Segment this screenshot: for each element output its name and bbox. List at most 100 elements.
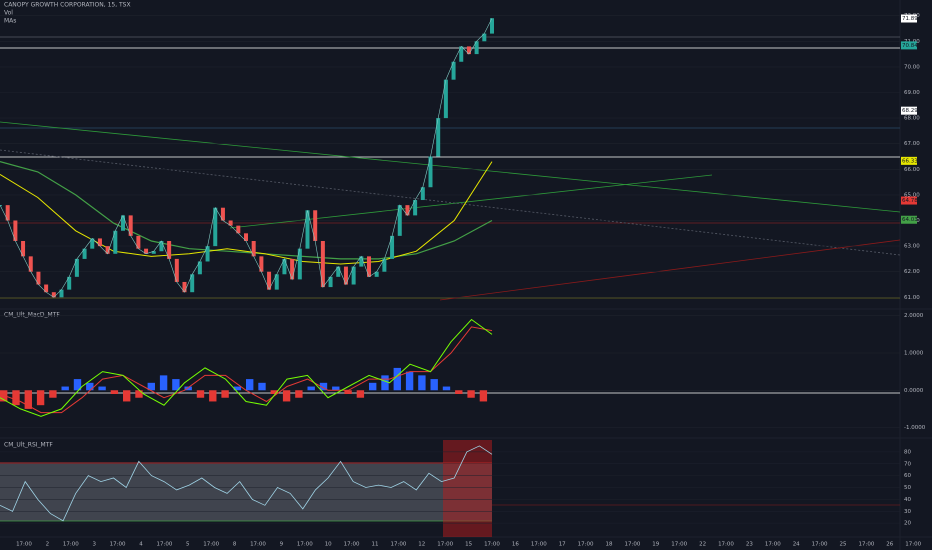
macd-bar — [258, 382, 266, 391]
rsi-title: CM_Ult_RSI_MTF — [4, 442, 53, 449]
candle — [443, 79, 448, 119]
series-line — [0, 161, 493, 260]
candle — [67, 276, 72, 290]
candle — [97, 238, 102, 247]
candle — [428, 156, 433, 188]
candle — [482, 33, 487, 42]
candle — [451, 61, 456, 80]
macd-bar — [209, 390, 217, 402]
y-tick-label: 67.00 — [904, 141, 920, 147]
time-label: 26 — [886, 542, 893, 548]
symbol-title: CANOPY GROWTH CORPORATION, 15, TSX — [4, 2, 131, 9]
candle — [297, 248, 302, 280]
candle — [282, 258, 287, 275]
series-line — [0, 161, 493, 265]
candle — [44, 284, 49, 293]
macd-bar — [196, 390, 205, 398]
y-tick-label: 40 — [904, 497, 911, 503]
time-label: 17:00 — [156, 542, 172, 548]
macd-bar — [86, 382, 94, 391]
time-label: 18 — [606, 542, 613, 548]
candle — [197, 261, 202, 275]
price-tag — [901, 14, 917, 23]
time-label: 23 — [746, 542, 753, 548]
price-tag-label: 64.03 — [902, 217, 918, 223]
time-label: 17:00 — [718, 542, 734, 548]
candle — [405, 205, 410, 216]
time-label: 12 — [418, 542, 425, 548]
price-tag-label: 68.29 — [902, 108, 918, 114]
y-tick-label: 70 — [904, 461, 911, 467]
candle — [13, 220, 18, 241]
time-label: 5 — [186, 542, 190, 548]
candle — [74, 258, 79, 277]
time-label: 17:00 — [390, 542, 406, 548]
macd-bar — [479, 390, 488, 402]
macd-bar — [369, 382, 377, 391]
candle — [5, 205, 10, 221]
macd-bar — [184, 386, 192, 391]
time-label: 17:00 — [250, 542, 266, 548]
candle — [490, 18, 494, 34]
study-label: MAs — [4, 18, 16, 25]
time-label: 2 — [46, 542, 50, 548]
series-line — [0, 18, 493, 298]
candle — [228, 220, 233, 226]
series-line — [0, 326, 493, 414]
time-label: 17:00 — [344, 542, 360, 548]
candle — [274, 274, 279, 290]
macd-bar — [49, 390, 57, 398]
candle — [290, 258, 295, 280]
macd-bar — [172, 379, 180, 391]
price-tag — [901, 41, 917, 50]
time-label: 3 — [92, 542, 96, 548]
y-tick-label: 0.0000 — [904, 388, 924, 394]
time-label: 11 — [372, 542, 379, 548]
time-label: 17:00 — [484, 542, 500, 548]
time-label: 24 — [793, 542, 800, 548]
candle — [128, 215, 133, 236]
rsi-band — [0, 463, 492, 521]
candle — [182, 281, 187, 293]
candle — [382, 258, 387, 272]
macd-bar — [270, 390, 278, 394]
macd-bar — [455, 390, 463, 394]
price-tag — [901, 215, 917, 224]
time-label: 25 — [840, 542, 847, 548]
macd-bar — [442, 386, 451, 391]
candle — [213, 207, 218, 247]
macd-bar — [356, 390, 365, 398]
macd-bar — [393, 367, 401, 391]
time-label: 9 — [280, 542, 284, 548]
candle — [390, 235, 395, 259]
macd-bar — [467, 390, 475, 398]
y-tick-label: 69.00 — [904, 90, 920, 96]
y-tick-label: -1.0000 — [904, 425, 926, 431]
time-label: 17:00 — [297, 542, 313, 548]
price-tag-label: 71.89 — [902, 16, 918, 22]
time-label: 8 — [233, 542, 237, 548]
y-tick-label: 2.0000 — [904, 313, 924, 319]
time-label: 17:00 — [812, 542, 828, 548]
macd-bar — [295, 390, 303, 398]
candle — [0, 205, 2, 207]
macd-bar — [405, 371, 414, 391]
macd-bar — [61, 386, 69, 391]
study-label: Vol — [4, 10, 13, 17]
macd-bar — [319, 382, 328, 391]
y-tick-label: 50 — [904, 485, 911, 491]
candle — [174, 258, 179, 282]
trend-line — [229, 174, 713, 229]
macd-bar — [73, 379, 82, 391]
candle — [313, 210, 318, 241]
macd-bar — [418, 375, 426, 391]
macd-bar — [381, 375, 389, 391]
candle — [336, 266, 341, 277]
candle — [397, 205, 402, 236]
candle — [436, 118, 441, 157]
time-label: 10 — [325, 542, 332, 548]
y-tick-label: 62.00 — [904, 269, 920, 275]
candle — [90, 238, 95, 249]
time-label: 17:00 — [578, 542, 594, 548]
